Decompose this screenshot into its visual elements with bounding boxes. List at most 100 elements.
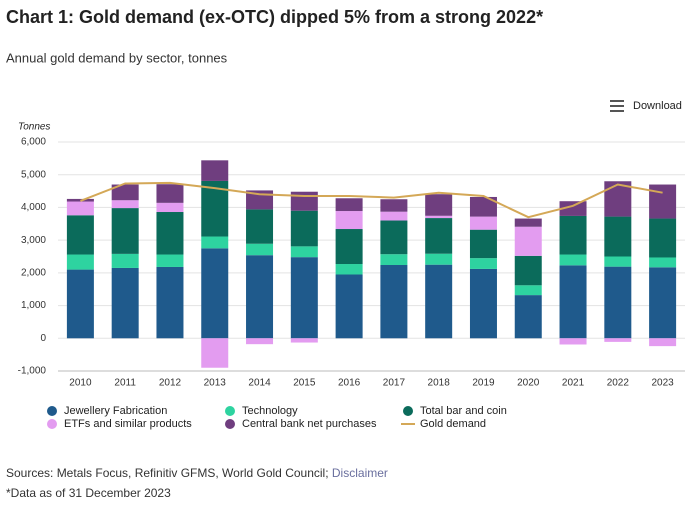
bar-segment (66, 254, 94, 270)
menu-icon (610, 110, 624, 112)
disclaimer-link[interactable]: Disclaimer (332, 466, 388, 480)
bar-segment (111, 200, 139, 209)
y-axis-label: Tonnes (18, 122, 50, 133)
bar-segment (335, 229, 363, 265)
bar-segment (156, 202, 184, 213)
legend-swatch (403, 406, 413, 416)
bar-segment (111, 208, 139, 254)
legend-label: Gold demand (420, 418, 486, 430)
bar-segment (290, 210, 318, 247)
bar-segment (156, 184, 184, 203)
legend-label: ETFs and similar products (64, 418, 192, 430)
chart-subtitle: Annual gold demand by sector, tonnes (6, 50, 228, 65)
bar-segment (514, 218, 542, 227)
bar-segment (111, 253, 139, 268)
y-tick-label: -1,000 (18, 366, 47, 377)
bar-segment (514, 295, 542, 339)
y-tick-label: 4,000 (21, 202, 46, 213)
bar-segment (290, 191, 318, 211)
legend-label: Central bank net purchases (242, 418, 377, 430)
bar-segment (604, 256, 632, 267)
bar-segment (649, 338, 677, 347)
download-button[interactable]: Download (610, 100, 682, 112)
x-tick-label: 2012 (159, 378, 182, 389)
x-tick-label: 2015 (293, 378, 316, 389)
bar-segment (156, 266, 184, 339)
bar-segment (201, 236, 229, 249)
x-tick-label: 2014 (248, 378, 271, 389)
bar-segment (559, 201, 587, 216)
bar-segment (559, 338, 587, 345)
legend-label: Jewellery Fabrication (64, 405, 167, 417)
y-tick-label: 0 (40, 333, 46, 344)
chart-title: Chart 1: Gold demand (ex-OTC) dipped 5% … (6, 7, 543, 27)
bar-segment (66, 201, 94, 216)
legend-swatch (225, 406, 235, 416)
bar-segment (335, 274, 363, 339)
bar-segment (559, 215, 587, 255)
x-tick-label: 2013 (204, 378, 227, 389)
y-tick-label: 1,000 (21, 300, 46, 311)
bar-segment (425, 215, 453, 219)
bar-segment (156, 212, 184, 255)
legend-swatch (47, 406, 57, 416)
sources-text: Sources: Metals Focus, Refinitiv GFMS, W… (6, 466, 329, 480)
bar-segment (335, 198, 363, 212)
x-tick-label: 2019 (472, 378, 495, 389)
y-tick-label: 5,000 (21, 169, 46, 180)
bar-segment (559, 265, 587, 339)
x-tick-label: 2018 (428, 378, 451, 389)
bar-segment (201, 338, 229, 368)
bar-segment (469, 258, 497, 269)
download-label[interactable]: Download (633, 100, 682, 112)
bar-segment (469, 268, 497, 339)
bar-segment (66, 215, 94, 255)
x-tick-label: 2016 (338, 378, 361, 389)
bar-segment (514, 255, 542, 286)
bar-segment (514, 226, 542, 256)
bar-segment (380, 220, 408, 255)
bar-segment (246, 209, 274, 244)
bar-segment (290, 246, 318, 258)
y-tick-label: 6,000 (21, 137, 46, 148)
bar-segment (604, 216, 632, 257)
bar-segment (380, 211, 408, 221)
y-tick-label: 2,000 (21, 267, 46, 278)
x-tick-label: 2010 (69, 378, 92, 389)
legend-swatch (225, 419, 235, 429)
bar-segment (604, 266, 632, 339)
x-tick-label: 2021 (562, 378, 585, 389)
bar-segment (469, 196, 497, 217)
x-tick-label: 2023 (651, 378, 674, 389)
bar-segment (604, 338, 632, 342)
line-series (80, 181, 663, 219)
footnote: *Data as of 31 December 2023 (6, 486, 171, 500)
bar-segment (425, 194, 453, 216)
bar-segment (156, 254, 184, 267)
bar-segment (425, 253, 453, 265)
bar-segment (290, 338, 318, 343)
bar-segment (335, 264, 363, 275)
bar-segment (246, 243, 274, 256)
bar-segment (425, 264, 453, 339)
bar-segment (559, 254, 587, 266)
bar-segment (380, 199, 408, 212)
bar-segment (649, 218, 677, 258)
x-tick-label: 2022 (607, 378, 630, 389)
bar-segment (649, 267, 677, 339)
x-tick-label: 2011 (114, 378, 136, 389)
bar-segment (335, 211, 363, 230)
legend-label: Technology (242, 405, 298, 417)
bar-segment (649, 257, 677, 268)
bar-segment (201, 160, 229, 181)
legend-swatch (47, 419, 57, 429)
x-tick-label: 2020 (517, 378, 540, 389)
bar-segment (111, 267, 139, 339)
menu-icon (610, 100, 624, 102)
bar-segment (514, 285, 542, 296)
bar-segment (649, 184, 677, 219)
bar-segment (111, 184, 139, 201)
y-tick-label: 3,000 (21, 235, 46, 246)
bar-segment (66, 269, 94, 339)
